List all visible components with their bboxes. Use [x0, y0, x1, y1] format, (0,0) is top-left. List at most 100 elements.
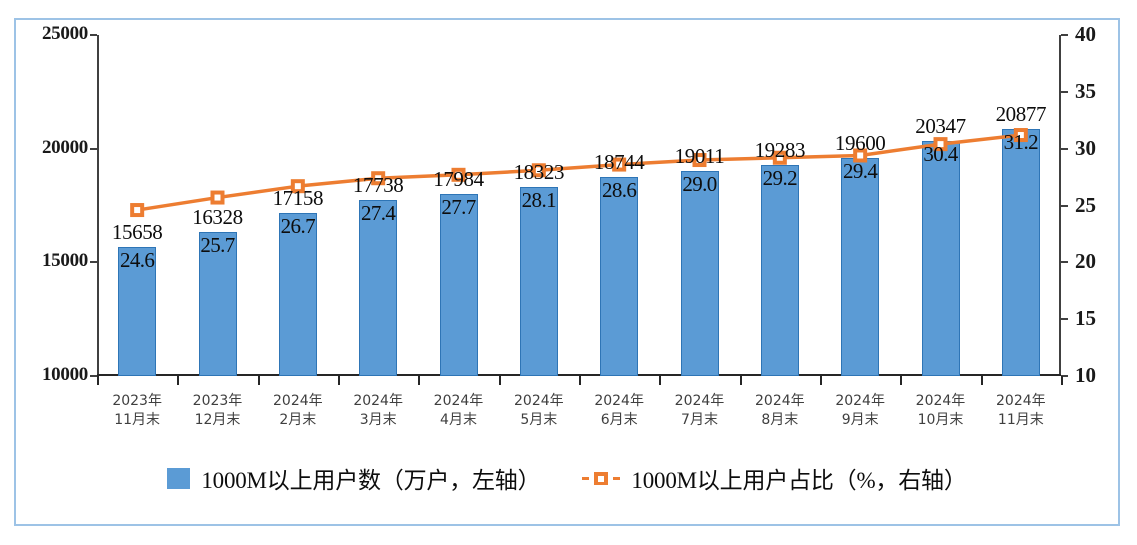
left-axis-tick [90, 147, 97, 150]
right-axis-tick-label: 15 [1075, 306, 1096, 331]
bar [921, 140, 960, 376]
left-axis-line [97, 35, 99, 376]
category-axis-tick [1061, 376, 1063, 385]
bar [600, 177, 639, 376]
bar-value-label: 20877 [995, 101, 1047, 126]
line-value-label: 27.7 [441, 195, 476, 220]
category-label: 2024年 9月末 [815, 392, 905, 430]
category-label-month: 11月末 [114, 412, 161, 428]
right-axis-tick [1061, 375, 1068, 377]
bar-value-label: 16328 [192, 205, 243, 230]
category-label-month: 9月末 [841, 412, 879, 428]
category-axis-tick [418, 376, 421, 385]
legend-label-line-series: 1000M以上用户占比（%，右轴） [631, 468, 967, 493]
category-label-month: 10月末 [917, 412, 964, 428]
category-axis-tick [659, 376, 662, 385]
line-marker-center [134, 207, 141, 214]
right-axis-tick [1061, 318, 1068, 321]
chart-legend: 1000M以上用户数（万户，左轴） 1000M以上用户占比（%，右轴） [16, 461, 1118, 495]
category-label: 2024年 2月末 [253, 392, 343, 430]
category-label-year: 2024年 [594, 393, 644, 409]
line-value-label: 29.2 [762, 165, 798, 190]
line-value-label: 31.2 [1003, 129, 1039, 154]
line-marker [130, 203, 145, 218]
bar-value-label: 17984 [433, 167, 484, 192]
category-label: 2024年 4月末 [414, 392, 504, 430]
category-axis-tick [980, 376, 983, 385]
bar [439, 194, 478, 376]
line-marker-center [214, 194, 221, 201]
bar-value-label: 19283 [754, 137, 806, 162]
category-axis-tick [257, 376, 260, 385]
category-label: 2024年 3月末 [333, 392, 423, 430]
line-value-label: 27.4 [360, 201, 396, 226]
bar [359, 200, 398, 376]
line-value-label: 26.7 [280, 214, 316, 239]
right-axis-tick-label: 30 [1075, 135, 1096, 160]
line-value-label: 29.4 [842, 158, 878, 183]
line-value-label: 28.6 [601, 178, 637, 203]
left-axis-tick-label: 20000 [41, 136, 88, 158]
right-axis-tick [1061, 34, 1068, 36]
category-label: 2024年 5月末 [494, 392, 584, 430]
bar-value-label: 18744 [593, 150, 645, 175]
category-axis-tick [579, 376, 581, 385]
left-axis-tick-label: 15000 [41, 250, 88, 272]
category-label: 2024年 11月末 [976, 392, 1066, 430]
category-label-month: 2月末 [279, 412, 317, 428]
right-axis-tick-label: 25 [1075, 192, 1096, 217]
line-value-label: 30.4 [923, 141, 958, 166]
line-value-label: 28.1 [521, 187, 557, 212]
bar-swatch-icon [167, 467, 191, 489]
right-axis-line [1059, 35, 1061, 376]
category-label-year: 2024年 [674, 393, 725, 409]
category-axis-tick [820, 376, 822, 385]
line-value-label: 24.6 [119, 248, 155, 273]
bar [760, 164, 799, 376]
bar [680, 171, 719, 376]
legend-item-bar-series[interactable]: 1000M以上用户数（万户，左轴） [167, 461, 541, 495]
bar-value-label: 18323 [513, 159, 565, 184]
category-label-month: 6月末 [600, 412, 638, 428]
category-label: 2024年 6月末 [574, 392, 664, 430]
bar-value-label: 15658 [111, 220, 163, 245]
chart-frame: 15658 16328 17158 17738 17984 18323 18744 19011… [14, 18, 1120, 526]
bar [198, 232, 237, 376]
category-label-year: 2024年 [433, 393, 484, 409]
bar [841, 157, 880, 376]
left-axis-tick-label: 10000 [41, 364, 88, 385]
category-label: 2023年 11月末 [92, 392, 182, 430]
category-axis-line [97, 374, 1061, 376]
category-label: 2024年 10月末 [896, 392, 986, 430]
bar [118, 247, 157, 376]
line-value-label: 25.7 [200, 233, 235, 258]
category-label-year: 2024年 [514, 393, 564, 409]
category-label-year: 2023年 [112, 393, 162, 409]
category-label-year: 2023年 [192, 393, 243, 409]
category-label-month: 4月末 [440, 412, 477, 428]
legend-item-line-series[interactable]: 1000M以上用户占比（%，右轴） [582, 461, 967, 495]
category-label-year: 2024年 [353, 393, 403, 409]
right-axis-tick-label: 35 [1075, 78, 1096, 103]
category-label: 2024年 8月末 [735, 392, 825, 430]
category-label-year: 2024年 [835, 393, 885, 409]
category-label-year: 2024年 [915, 393, 966, 409]
category-label-year: 2024年 [755, 393, 805, 409]
plot-area: 15658 16328 17158 17738 17984 18323 18744 19011… [90, 34, 1068, 385]
bar [519, 186, 558, 376]
right-axis-tick [1061, 147, 1068, 150]
category-label-month: 8月末 [761, 412, 799, 428]
bar-value-label: 19600 [834, 130, 886, 155]
line-value-label: 29.0 [682, 172, 717, 197]
bar [1001, 128, 1040, 376]
bar-value-label: 17738 [352, 173, 404, 198]
category-label-year: 2024年 [273, 393, 323, 409]
left-axis-tick [90, 261, 97, 264]
category-label-year: 2024年 [996, 393, 1046, 409]
legend-label-bar-series: 1000M以上用户数（万户，左轴） [201, 468, 541, 493]
right-axis-tick [1061, 261, 1068, 264]
category-label: 2024年 7月末 [655, 392, 745, 430]
bar-value-label: 19011 [674, 144, 725, 169]
category-axis-tick [498, 376, 501, 385]
